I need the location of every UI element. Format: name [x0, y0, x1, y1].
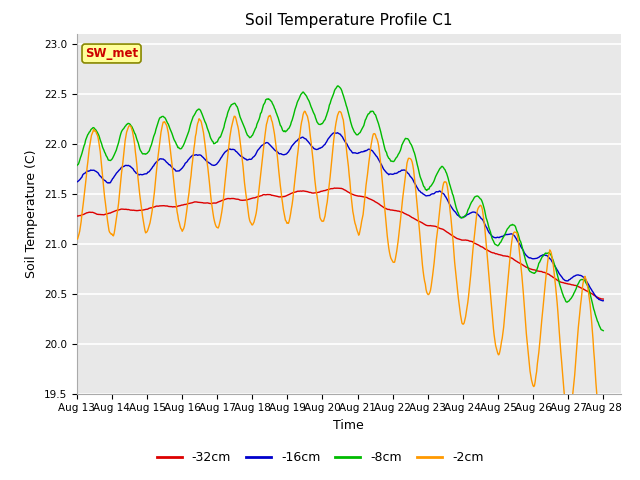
-32cm: [73, 213, 81, 218]
-32cm: [331, 185, 339, 191]
-2cm: [190, 145, 198, 151]
-16cm: [420, 192, 428, 197]
Line: -16cm: -16cm: [77, 132, 604, 301]
-32cm: [137, 207, 145, 213]
-16cm: [218, 154, 226, 160]
-8cm: [73, 163, 81, 168]
-32cm: [598, 296, 606, 302]
-2cm: [73, 236, 81, 241]
X-axis label: Time: Time: [333, 419, 364, 432]
-8cm: [218, 131, 226, 136]
-16cm: [73, 179, 81, 185]
Y-axis label: Soil Temperature (C): Soil Temperature (C): [25, 149, 38, 278]
-8cm: [190, 113, 198, 119]
-8cm: [333, 83, 341, 89]
-16cm: [600, 298, 607, 303]
-16cm: [190, 153, 198, 158]
-8cm: [420, 184, 428, 190]
-8cm: [137, 148, 145, 154]
-32cm: [600, 296, 607, 302]
Line: -32cm: -32cm: [77, 188, 604, 299]
-2cm: [83, 174, 90, 180]
-16cm: [404, 171, 412, 177]
-2cm: [218, 209, 226, 215]
-2cm: [600, 443, 607, 449]
Text: SW_met: SW_met: [85, 47, 138, 60]
-32cm: [190, 199, 198, 205]
Legend: -32cm, -16cm, -8cm, -2cm: -32cm, -16cm, -8cm, -2cm: [152, 446, 488, 469]
-2cm: [404, 156, 412, 161]
-2cm: [420, 274, 428, 279]
-32cm: [83, 210, 90, 216]
-8cm: [404, 137, 412, 143]
-16cm: [137, 171, 145, 177]
-32cm: [218, 198, 226, 204]
-2cm: [137, 198, 145, 204]
-16cm: [83, 169, 90, 175]
-16cm: [598, 298, 606, 304]
-16cm: [333, 130, 341, 135]
Line: -2cm: -2cm: [77, 111, 604, 446]
-2cm: [301, 108, 308, 114]
-8cm: [600, 328, 607, 334]
Line: -8cm: -8cm: [77, 86, 604, 331]
-8cm: [83, 135, 90, 141]
-32cm: [420, 221, 428, 227]
Title: Soil Temperature Profile C1: Soil Temperature Profile C1: [245, 13, 452, 28]
-32cm: [404, 212, 412, 218]
